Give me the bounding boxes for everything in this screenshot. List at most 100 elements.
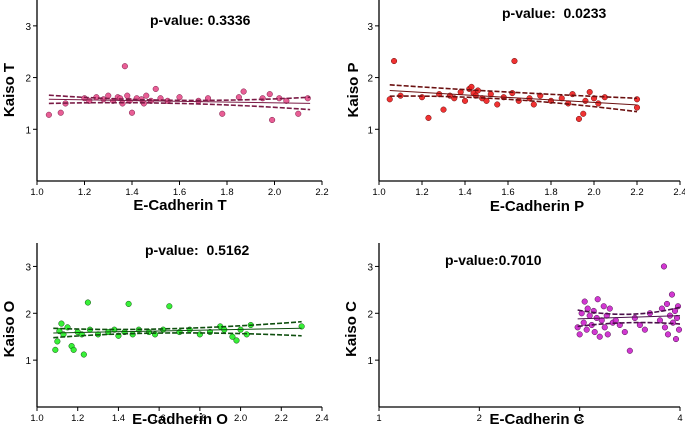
data-point — [511, 57, 518, 65]
y-tick-label: 1 — [25, 125, 31, 136]
data-point — [668, 291, 676, 298]
data-point — [143, 92, 150, 99]
y-tick-label: 2 — [25, 74, 31, 85]
data-point — [58, 320, 65, 327]
y-axis-label: Kaiso P — [345, 62, 362, 117]
data-point — [52, 346, 59, 353]
x-tick-label: 2.2 — [275, 413, 288, 424]
data-point — [70, 346, 77, 353]
data-point — [100, 96, 107, 103]
x-tick-label: 1 — [376, 413, 381, 424]
data-point — [580, 110, 587, 117]
regression-line — [389, 90, 638, 106]
confidence-band-upper — [577, 306, 681, 316]
x-tick-label: 2.0 — [587, 187, 600, 198]
data-point — [581, 298, 588, 305]
x-tick-label: 1.8 — [220, 187, 233, 198]
x-tick-label: 1.2 — [78, 187, 91, 198]
x-tick-label: 2.2 — [630, 187, 643, 198]
data-point — [595, 100, 602, 107]
data-point — [633, 96, 641, 103]
x-axis-label: E-Cadherin O — [132, 411, 228, 428]
y-tick-label: 3 — [25, 22, 31, 33]
data-point — [128, 109, 136, 116]
x-tick-label: 1.0 — [30, 413, 43, 424]
regression-line — [48, 98, 311, 104]
x-tick-label: 1.4 — [112, 413, 125, 424]
data-point — [575, 115, 582, 122]
y-tick-label: 2 — [367, 309, 373, 320]
data-point — [598, 317, 605, 324]
data-point — [233, 337, 240, 344]
data-point — [582, 97, 589, 104]
y-axis-label: Kaiso T — [1, 63, 18, 117]
y-axis-label: Kaiso O — [1, 300, 18, 357]
data-point — [259, 95, 266, 102]
data-point — [576, 331, 583, 338]
data-point — [656, 317, 663, 324]
data-point — [80, 351, 87, 358]
x-axis-label: E-Cadherin T — [133, 197, 226, 214]
data-point — [664, 331, 672, 338]
y-tick-label: 1 — [25, 356, 31, 367]
x-tick-label: 2.4 — [315, 413, 328, 424]
p-value-annotation: p-value: 0.5162 — [145, 242, 249, 258]
confidence-band-lower — [48, 101, 311, 111]
data-point — [440, 106, 447, 113]
data-point — [594, 296, 601, 303]
data-point — [509, 90, 516, 97]
confidence-band-lower — [577, 321, 681, 328]
chart-panel-t: 1 2 3 1.0 1.2 1.4 1.6 1.8 2.0 2.2 E-Cadherin T Kais… — [1, 0, 329, 214]
x-tick-label: 2.0 — [268, 187, 281, 198]
chart-panel-o: 1 2 3 1.0 1.2 1.4 1.6 1.8 2.0 2.2 2.4 E-Cadherin O K… — [1, 242, 329, 428]
data-point — [604, 331, 611, 338]
data-point — [601, 324, 608, 331]
y-tick-label: 2 — [367, 74, 373, 85]
x-tick-label: 2.0 — [234, 413, 247, 424]
data-point — [600, 303, 607, 310]
data-point — [240, 88, 247, 95]
p-value-annotation: p-value: 0.0233 — [502, 5, 606, 21]
data-point — [54, 338, 61, 345]
x-tick-label: 1.6 — [153, 413, 166, 424]
data-point — [583, 326, 590, 333]
x-axis-label: E-Cadherin C — [489, 411, 584, 428]
data-point — [219, 110, 226, 117]
data-point — [621, 328, 628, 336]
data-point — [124, 92, 131, 99]
data-point — [612, 317, 619, 324]
data-point — [530, 101, 537, 108]
confidence-band-upper — [53, 320, 302, 331]
confidence-band-lower — [389, 95, 638, 113]
data-point — [584, 305, 591, 312]
data-point — [661, 324, 669, 331]
data-point — [176, 94, 183, 101]
data-point — [631, 314, 638, 322]
data-point — [269, 116, 276, 124]
data-point — [283, 97, 290, 104]
regression-line — [53, 327, 302, 334]
data-point — [483, 97, 490, 104]
x-tick-label: 4 — [677, 413, 682, 424]
x-tick-label: 1.0 — [372, 187, 385, 198]
data-point — [468, 83, 475, 90]
data-point — [84, 299, 91, 306]
data-point — [636, 321, 643, 329]
data-point — [626, 347, 633, 354]
confidence-band-upper — [389, 84, 638, 100]
y-tick-label: 2 — [25, 309, 31, 320]
data-point — [266, 91, 273, 98]
y-tick-label: 3 — [367, 262, 373, 273]
x-tick-label: 1.6 — [173, 187, 186, 198]
p-value-annotation: p-value: 0.3336 — [150, 12, 251, 28]
data-point — [586, 312, 593, 319]
data-point — [105, 92, 112, 99]
data-point — [606, 305, 613, 312]
x-tick-label: 3 — [577, 413, 582, 424]
data-point — [596, 333, 603, 340]
data-point — [663, 300, 671, 307]
data-point — [57, 109, 64, 116]
x-tick-label: 1.2 — [415, 187, 428, 198]
data-point — [298, 323, 305, 330]
x-tick-label: 1.4 — [125, 187, 138, 198]
